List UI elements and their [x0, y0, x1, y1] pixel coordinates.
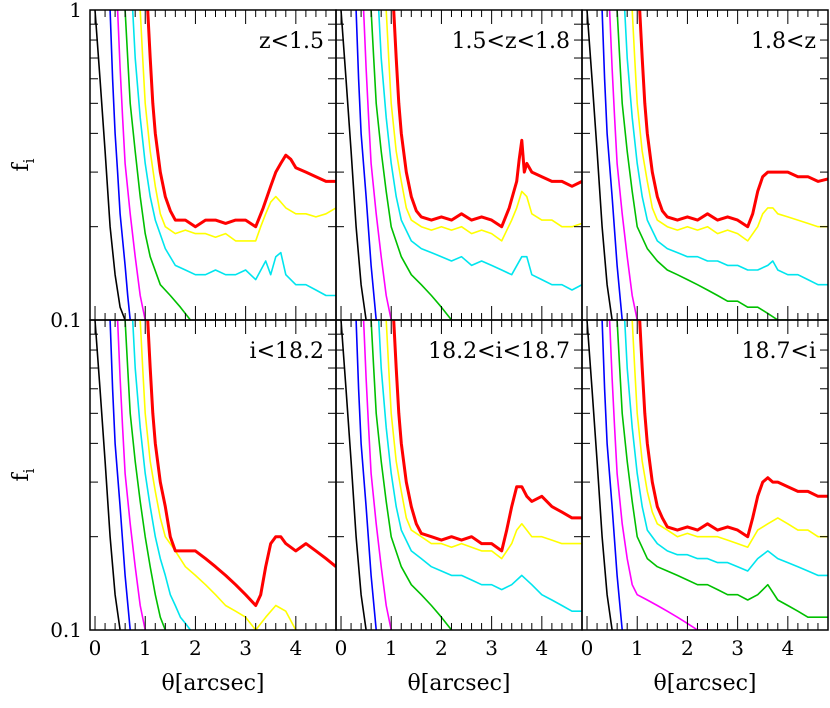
y-tick-label: 0.1	[50, 308, 82, 332]
x-tick-label: 3	[731, 636, 744, 660]
x-tick-label: 0	[581, 636, 594, 660]
x-axis-label: θ[arcsec]	[162, 671, 265, 696]
contour-line-1	[94, 10, 126, 320]
contour-line-6	[385, 320, 582, 560]
series-group	[586, 10, 828, 320]
panel-6: 0 1 2 3 4 θ[arcsec] 18.7<i	[581, 319, 829, 696]
contour-line-4	[370, 10, 453, 320]
x-tick-label: 3	[239, 636, 252, 660]
x-tick-label: 2	[681, 636, 694, 660]
contour-line-7	[638, 320, 828, 539]
contour-line-6	[631, 10, 828, 242]
panel-5: 0 1 2 3 4 θ[arcsec] 18.2<i<18.7	[335, 319, 583, 696]
x-tick-label: 3	[485, 636, 498, 660]
panel-label: i<18.2	[250, 339, 324, 364]
panel-label: z<1.5	[259, 29, 324, 54]
contour-line-7	[146, 10, 336, 229]
contour-line-4	[616, 10, 788, 320]
contour-line-5	[623, 10, 828, 286]
x-tick-label: 4	[781, 636, 794, 660]
contour-line-6	[631, 320, 828, 549]
panel-label: 18.2<i<18.7	[428, 339, 570, 364]
contour-line-4	[124, 10, 192, 320]
contour-line-3	[116, 320, 146, 630]
contour-line-2	[601, 320, 623, 630]
panel-2: 1.5<z<1.8	[335, 9, 583, 321]
x-tick-label: 4	[289, 636, 302, 660]
panel-frame	[581, 319, 829, 631]
contour-line-2	[601, 10, 623, 320]
y-tick-label: 0.1	[50, 618, 82, 642]
contour-line-2	[355, 320, 377, 630]
contour-line-7	[392, 10, 582, 229]
contour-line-3	[608, 10, 638, 320]
contour-line-5	[131, 10, 336, 297]
panel-label: 1.8<z	[751, 29, 816, 54]
x-tick-label: 2	[435, 636, 448, 660]
contour-line-5	[377, 10, 582, 291]
contour-line-2	[109, 320, 131, 630]
x-tick-label: 0	[335, 636, 348, 660]
series-group	[94, 10, 336, 320]
x-tick-label: 2	[189, 636, 202, 660]
contour-line-5	[131, 320, 192, 630]
contour-line-4	[616, 320, 828, 619]
contour-line-2	[109, 10, 131, 320]
contour-line-4	[370, 320, 453, 630]
contour-line-1	[586, 320, 613, 630]
contour-line-7	[392, 320, 582, 553]
contour-line-3	[608, 320, 708, 630]
contour-line-4	[124, 320, 167, 630]
y-axis-label: fi	[9, 468, 38, 481]
contour-line-1	[340, 10, 367, 320]
series-group	[340, 10, 582, 320]
contour-line-2	[355, 10, 377, 320]
contour-line-5	[623, 320, 828, 577]
x-axis-label: θ[arcsec]	[654, 671, 757, 696]
contour-line-7	[638, 10, 828, 229]
x-tick-label: 1	[385, 636, 398, 660]
panel-3: 1.8<z	[581, 9, 829, 321]
x-tick-label: 0	[89, 636, 102, 660]
contour-line-3	[362, 10, 392, 320]
contour-line-3	[116, 10, 146, 320]
contour-line-5	[377, 320, 582, 613]
panel-label: 18.7<i	[742, 339, 816, 364]
series-group	[340, 320, 582, 630]
contour-line-6	[139, 10, 336, 242]
y-tick-label: 1	[69, 0, 82, 22]
x-tick-label: 1	[631, 636, 644, 660]
contour-line-1	[94, 320, 121, 630]
x-tick-label: 4	[535, 636, 548, 660]
panel-label: 1.5<z<1.8	[452, 29, 570, 54]
contour-line-6	[139, 320, 297, 630]
panel-1: 1 0.1 fi z<1.5	[9, 0, 337, 332]
contour-line-6	[385, 10, 582, 242]
y-axis-label: fi	[9, 158, 38, 171]
x-tick-label: 1	[139, 636, 152, 660]
panel-4: 0 1 2 3 4 0.1 fi θ[arcsec] i<18.2	[9, 319, 337, 696]
contour-line-3	[362, 320, 392, 630]
contour-line-1	[340, 320, 367, 630]
series-group	[586, 320, 828, 630]
contour-line-7	[146, 320, 336, 607]
x-axis-label: θ[arcsec]	[408, 671, 511, 696]
series-group	[94, 320, 336, 630]
contour-line-1	[586, 10, 613, 320]
